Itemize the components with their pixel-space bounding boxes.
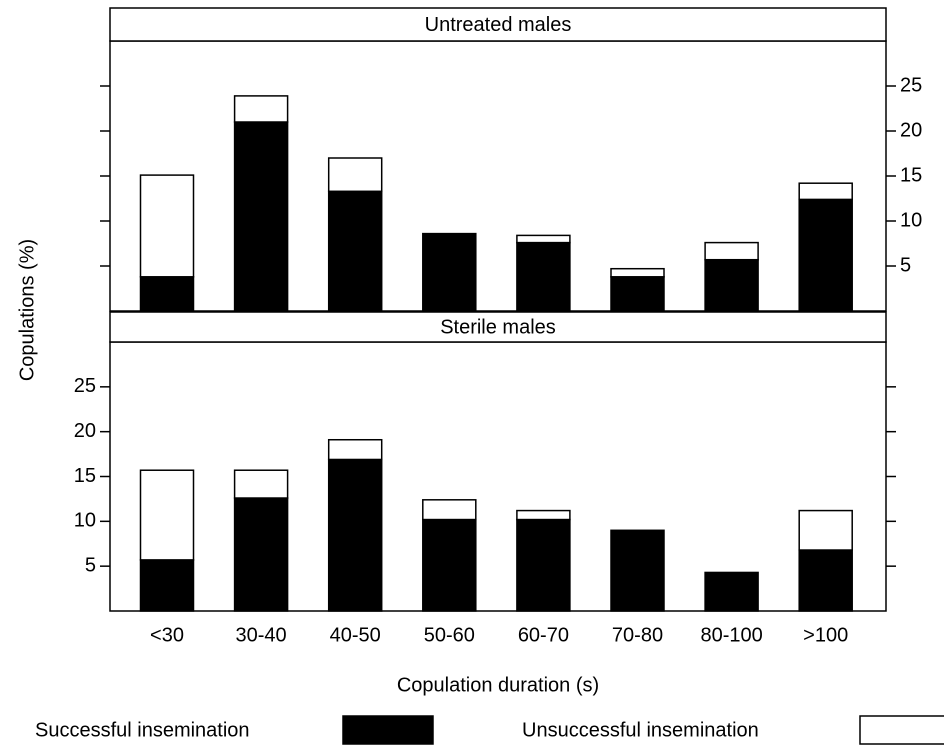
bar-segment <box>327 190 383 312</box>
bar-segment <box>516 234 571 244</box>
y-tick-label: 15 <box>900 164 922 186</box>
y-tick-label: 20 <box>900 119 922 141</box>
bar-segment <box>798 182 853 201</box>
y-tick-label: 20 <box>74 420 96 442</box>
legend-swatch <box>859 715 944 745</box>
x-tick-label: 70-80 <box>612 624 663 646</box>
bar-segment <box>422 499 477 521</box>
bar-segment <box>233 121 289 312</box>
bar-segment <box>139 469 195 561</box>
bar-segment <box>233 497 289 612</box>
y-tick-label: 10 <box>900 209 922 231</box>
y-tick-label: 5 <box>85 554 96 576</box>
bar-segment <box>704 241 759 261</box>
bar-segment <box>422 232 477 312</box>
panel-title: Sterile males <box>440 316 556 338</box>
bar-segment <box>516 509 571 521</box>
panel-frame <box>109 341 887 612</box>
bar-segment <box>327 458 383 612</box>
bar-segment <box>516 241 571 312</box>
bar-segment <box>798 549 853 612</box>
x-tick-label: <30 <box>150 624 184 646</box>
bar-segment <box>610 276 665 312</box>
bar-segment <box>233 469 289 499</box>
panel-title: Untreated males <box>425 14 572 36</box>
bar-segment <box>139 174 195 278</box>
x-tick-label: 80-100 <box>700 624 762 646</box>
x-tick-label: >100 <box>803 624 848 646</box>
legend-swatch <box>342 715 434 745</box>
bar-segment <box>704 571 759 612</box>
bar-segment <box>139 276 195 312</box>
y-tick-label: 25 <box>900 74 922 96</box>
y-tick-label: 25 <box>74 375 96 397</box>
bar-segment <box>327 157 383 193</box>
legend-label: Unsuccessful insemination <box>522 719 759 741</box>
bar-segment <box>233 95 289 123</box>
bar-segment <box>516 518 571 612</box>
y-axis-title: Copulations (%) <box>16 239 38 381</box>
x-tick-label: 40-50 <box>330 624 381 646</box>
y-tick-label: 5 <box>900 254 911 276</box>
bar-segment <box>139 559 195 612</box>
panel-header <box>109 311 887 343</box>
bar-segment <box>704 258 759 312</box>
bar-segment <box>798 509 853 551</box>
bar-segment <box>422 518 477 612</box>
bar-segment <box>798 198 853 312</box>
y-tick-label: 10 <box>74 510 96 532</box>
bar-segment <box>327 438 383 461</box>
bar-segment <box>610 529 665 612</box>
y-tick-label: 15 <box>74 465 96 487</box>
legend-label: Successful insemination <box>35 719 250 741</box>
x-tick-label: 50-60 <box>424 624 475 646</box>
x-tick-label: 60-70 <box>518 624 569 646</box>
bar-segment <box>610 267 665 278</box>
panel-frame <box>109 40 887 312</box>
panel-header <box>109 7 887 42</box>
x-axis-title: Copulation duration (s) <box>397 674 599 696</box>
x-tick-label: 30-40 <box>236 624 287 646</box>
